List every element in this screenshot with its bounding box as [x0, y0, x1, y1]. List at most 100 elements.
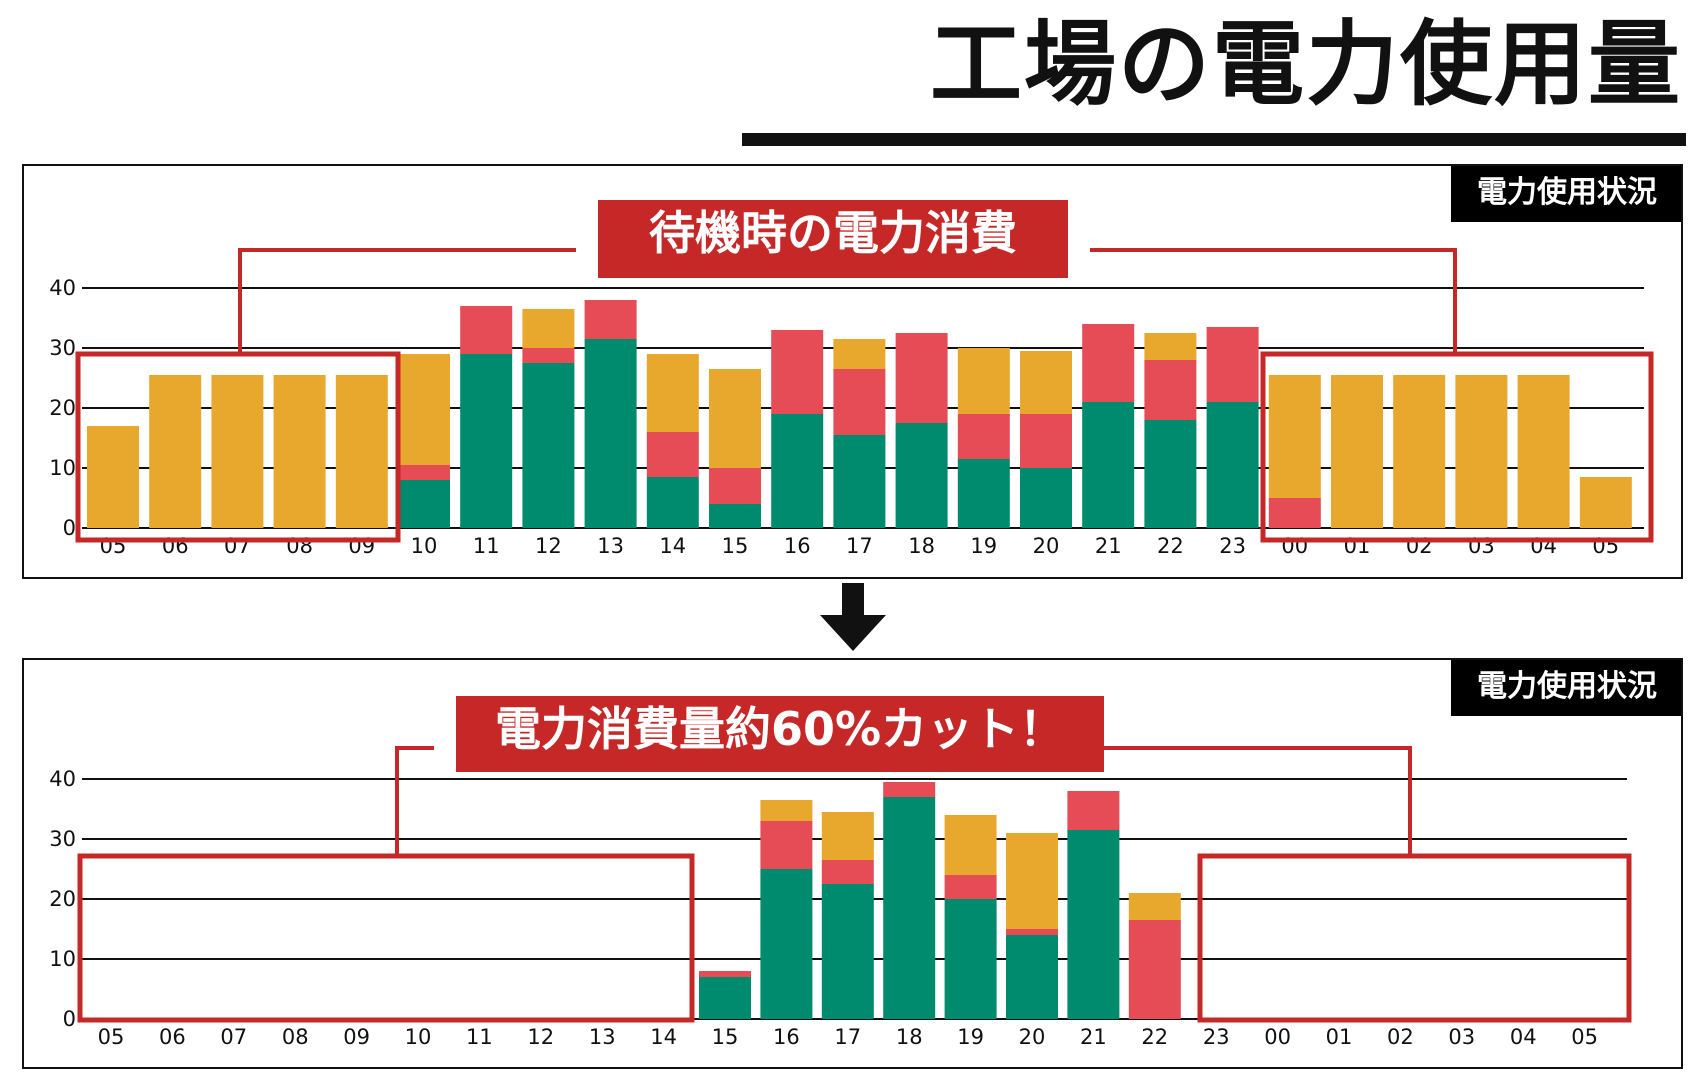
bar-segment-green: [833, 435, 886, 528]
bar-segment-orange: [398, 354, 450, 465]
bar-segment-orange: [273, 375, 326, 528]
bar-segment-red: [1144, 360, 1197, 420]
x-tick-label: 23: [1219, 534, 1246, 558]
bar-segment-green: [1020, 468, 1072, 528]
page-title: 工場の電力使用量: [929, 11, 1682, 118]
bar-segment-red: [460, 306, 513, 354]
x-tick-label: 19: [957, 1025, 984, 1049]
bar-segment-red: [1067, 791, 1120, 830]
x-tick-label: 05: [1571, 1025, 1598, 1049]
bar-segment-orange: [1393, 375, 1446, 528]
x-tick-label: 16: [773, 1025, 800, 1049]
bar-segment-orange: [957, 348, 1010, 414]
bar-segment-green: [1006, 935, 1058, 1019]
bar-segment-green: [1082, 402, 1135, 528]
bar-segment-orange: [149, 375, 202, 528]
x-tick-label: 17: [846, 534, 873, 558]
y-tick-label: 20: [49, 887, 76, 911]
x-tick-label: 07: [220, 1025, 247, 1049]
x-tick-label: 05: [98, 1025, 125, 1049]
bar-segment-green: [398, 480, 450, 528]
bar-segment-orange: [646, 354, 699, 432]
bar-segment-green: [1206, 402, 1259, 528]
bar-segment-red: [709, 468, 761, 504]
y-tick-label: 40: [49, 767, 76, 791]
bar-segment-red: [584, 300, 637, 339]
x-tick-label: 18: [908, 534, 935, 558]
bar-segment-red: [771, 330, 824, 414]
bar-segment-orange: [1331, 375, 1383, 528]
x-tick-label: 13: [597, 534, 624, 558]
bar-segment-orange: [709, 369, 761, 468]
bar-segment-orange: [335, 375, 388, 528]
x-tick-label: 16: [784, 534, 811, 558]
highlight-frame: [1197, 853, 1632, 1023]
bar-segment-green: [584, 339, 637, 528]
x-tick-label: 21: [1095, 534, 1122, 558]
x-tick-label: 23: [1203, 1025, 1230, 1049]
x-tick-label: 08: [282, 1025, 309, 1049]
x-tick-label: 04: [1510, 1025, 1537, 1049]
x-tick-label: 15: [722, 534, 749, 558]
bar-segment-orange: [1128, 893, 1181, 920]
bar-segment-red: [398, 465, 450, 480]
bar-segment-orange: [833, 339, 886, 369]
x-tick-label: 19: [970, 534, 997, 558]
bar-segment-orange: [1579, 477, 1632, 528]
bar-segment-orange: [944, 815, 997, 875]
bar-segment-red: [944, 875, 997, 899]
bar-segment-red: [1206, 327, 1259, 402]
x-tick-label: 22: [1157, 534, 1184, 558]
highlight-frame: [77, 853, 695, 1023]
bar-segment-red: [1082, 324, 1135, 402]
y-tick-label: 0: [63, 516, 76, 540]
panel-tag: 電力使用状況: [1451, 166, 1681, 222]
bar-segment-red: [821, 860, 874, 884]
y-tick-label: 40: [49, 276, 76, 300]
x-tick-label: 09: [343, 1025, 370, 1049]
x-tick-label: 13: [589, 1025, 616, 1049]
bar-segment-green: [760, 869, 813, 1019]
x-tick-label: 03: [1448, 1025, 1475, 1049]
bar-segment-green: [944, 899, 997, 1019]
bar-segment-green: [699, 977, 751, 1019]
x-tick-label: 12: [535, 534, 562, 558]
chart-panel-after: 0 10 20 30 40 05 06 07 08 09 10 11 12 13 14 15 16 17 18 19 2…: [22, 658, 1683, 1069]
y-tick-label: 10: [49, 456, 76, 480]
x-tick-label: 06: [159, 1025, 186, 1049]
bar-segment-red: [646, 432, 699, 477]
bar-segment-red: [699, 971, 751, 977]
bar-segment-red: [1006, 929, 1058, 935]
chart-panel-before: 0 10 20 30 40 05 06 07 08 09 10 11 12 13 14 15 16 17 18 19 2…: [22, 164, 1683, 579]
bar-segment-orange: [760, 800, 813, 821]
bar-segment-orange: [1006, 833, 1058, 929]
bar-segment-green: [771, 414, 824, 528]
bar-segment-green: [821, 884, 874, 1019]
bar-segment-orange: [211, 375, 264, 528]
y-tick-label: 10: [49, 947, 76, 971]
down-arrow-icon: [820, 583, 886, 651]
y-tick-label: 30: [49, 336, 76, 360]
x-tick-label: 22: [1141, 1025, 1168, 1049]
x-tick-label: 15: [712, 1025, 739, 1049]
callout-connector: [238, 248, 576, 354]
x-tick-label: 18: [896, 1025, 923, 1049]
bar-segment-red: [895, 333, 948, 423]
x-tick-label: 01: [1326, 1025, 1353, 1049]
y-tick-label: 0: [63, 1007, 76, 1031]
callout-connector: [395, 746, 434, 856]
x-tick-label: 21: [1080, 1025, 1107, 1049]
bar-segment-green: [895, 423, 948, 528]
x-tick-label: 10: [405, 1025, 432, 1049]
x-tick-label: 02: [1387, 1025, 1414, 1049]
bar-segment-red: [1020, 414, 1072, 468]
bar-segment-orange: [821, 812, 874, 860]
x-tick-label: 14: [659, 534, 686, 558]
bar-segment-green: [460, 354, 513, 528]
bar-segment-red: [883, 782, 936, 797]
bar-segment-red: [957, 414, 1010, 459]
x-tick-label: 14: [650, 1025, 677, 1049]
bar-segment-red: [760, 821, 813, 869]
